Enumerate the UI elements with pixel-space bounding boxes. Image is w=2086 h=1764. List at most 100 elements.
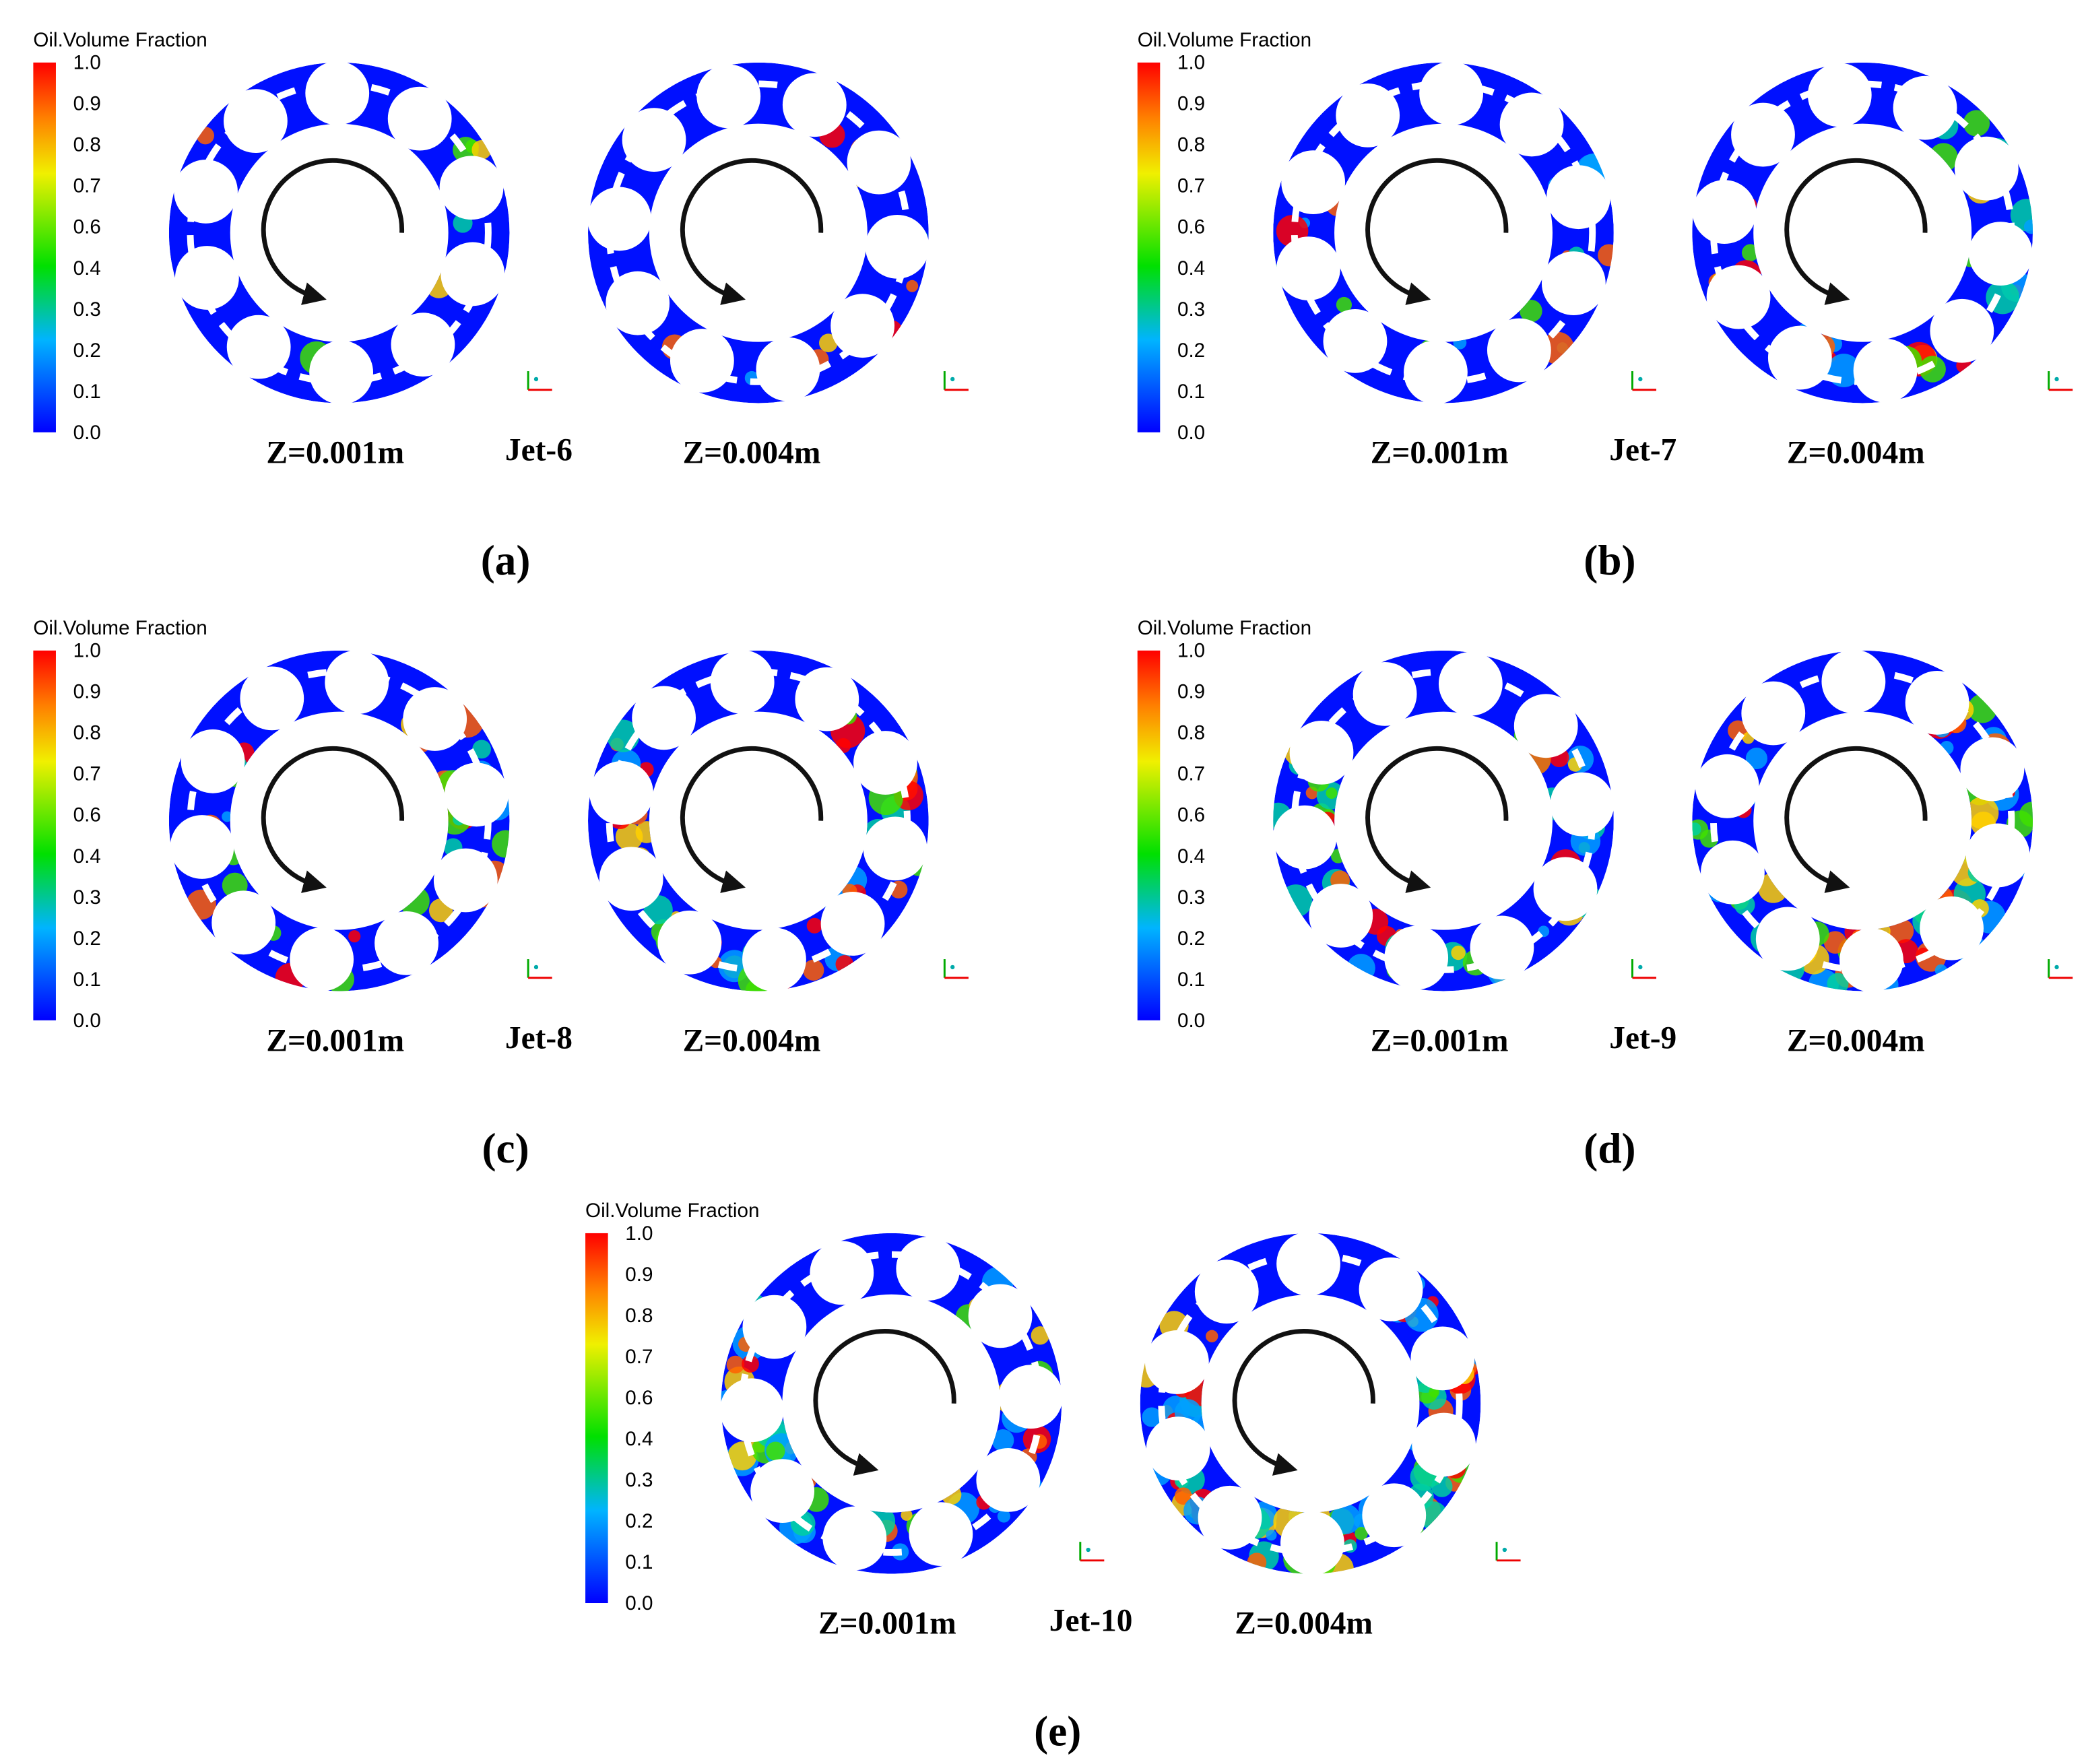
rolling-ball [1731, 102, 1795, 167]
rolling-ball [1546, 165, 1610, 230]
legend-tick: 0.7 [1177, 175, 1205, 197]
axis-z [2054, 965, 2059, 970]
oil-blob [492, 830, 510, 858]
oil-blob [1929, 143, 1958, 172]
oil-blob [1963, 110, 1990, 137]
left-label: Z=0.001m [1371, 435, 1509, 470]
legend-tick: 0.4 [1177, 257, 1205, 280]
oil-blob [2023, 220, 2033, 234]
rolling-ball [1499, 92, 1564, 157]
legend-tick: 0.6 [73, 804, 101, 826]
legend-title: Oil.Volume Fraction [1138, 29, 1311, 51]
rolling-ball [1960, 737, 2025, 802]
oil-blob [615, 823, 643, 851]
rolling-ball [1706, 265, 1771, 329]
rotation-arrow [680, 746, 824, 893]
rolling-ball [325, 650, 389, 715]
rolling-ball [1968, 222, 2033, 286]
rolling-ball [444, 762, 509, 827]
rolling-ball [1930, 298, 1994, 363]
oil-blob [806, 917, 822, 934]
rolling-ball [403, 687, 467, 751]
oil-blob [2010, 199, 2033, 232]
rolling-ball [374, 911, 438, 975]
rolling-ball [1276, 236, 1340, 301]
rotation-arrow [261, 746, 404, 893]
legend-tick: 0.3 [625, 1469, 653, 1491]
oil-blob [1326, 787, 1338, 799]
oil-blob [222, 811, 233, 822]
rotation-arrow [1232, 1328, 1375, 1476]
color-bar [33, 62, 56, 432]
rolling-ball [170, 815, 234, 879]
legend-tick: 0.2 [73, 927, 101, 950]
rolling-ball [999, 1365, 1063, 1429]
rolling-ball [622, 108, 686, 172]
rolling-ball [391, 313, 455, 377]
caption: (a) [481, 537, 531, 584]
legend-tick: 0.9 [73, 681, 101, 703]
oil-blob [726, 1355, 745, 1374]
rolling-ball [309, 340, 374, 405]
color-bar [1137, 62, 1161, 432]
oil-blob [1934, 964, 1947, 977]
left-label: Z=0.001m [266, 1023, 404, 1058]
rolling-ball [1839, 928, 1903, 993]
axis-z [2054, 377, 2059, 382]
rolling-ball [439, 156, 504, 220]
rolling-ball [1144, 1330, 1209, 1394]
rolling-ball [810, 1241, 874, 1305]
legend-tick: 0.1 [1177, 381, 1205, 403]
axis-z [1502, 1547, 1507, 1553]
legend-tick: 0.8 [1177, 134, 1205, 156]
rotation-arrow [1365, 158, 1509, 305]
oil-blob [1520, 300, 1542, 323]
rotation-arrow [680, 158, 824, 305]
legend-tick: 0.0 [1177, 422, 1205, 444]
legend-tick: 0.4 [625, 1428, 653, 1450]
right-label: Z=0.004m [1235, 1606, 1373, 1641]
oil-blob [196, 127, 214, 145]
rolling-ball [719, 1378, 784, 1443]
rolling-ball [1695, 754, 1759, 818]
rolling-ball [1954, 136, 2019, 201]
oil-blob [1355, 1526, 1368, 1540]
rolling-ball [1541, 251, 1606, 316]
oil-blob [803, 959, 824, 981]
rolling-ball [830, 294, 895, 358]
oil-blob [766, 1441, 785, 1461]
oil-blob [1823, 931, 1847, 954]
legend-tick: 0.8 [73, 134, 101, 156]
legend-tick: 0.8 [1177, 722, 1205, 744]
oil-blob [1451, 945, 1466, 960]
rolling-ball [1692, 180, 1757, 244]
axis-z [950, 965, 955, 970]
legend-tick: 1.0 [1177, 52, 1205, 74]
axis-z [1638, 377, 1643, 382]
caption: (c) [482, 1125, 529, 1172]
legend-tick: 1.0 [625, 1222, 653, 1245]
rolling-ball [387, 86, 452, 151]
rolling-ball [670, 329, 734, 393]
caption: (d) [1584, 1125, 1635, 1172]
rolling-ball [1550, 772, 1615, 837]
rolling-ball [782, 73, 847, 137]
rolling-ball [1276, 1231, 1340, 1296]
oil-blob [1598, 244, 1614, 267]
rolling-ball [587, 187, 651, 251]
legend-tick: 0.8 [73, 722, 101, 744]
oil-blob [941, 1484, 962, 1505]
right-label: Z=0.004m [1787, 1023, 1925, 1058]
oil-blob [1346, 954, 1375, 983]
left-label: Z=0.001m [818, 1606, 956, 1641]
oil-blob [1939, 740, 1954, 755]
rolling-ball [1359, 1257, 1423, 1321]
rotation-arrow [1784, 746, 1928, 893]
legend-tick: 0.6 [73, 216, 101, 238]
legend-tick: 1.0 [73, 52, 101, 74]
